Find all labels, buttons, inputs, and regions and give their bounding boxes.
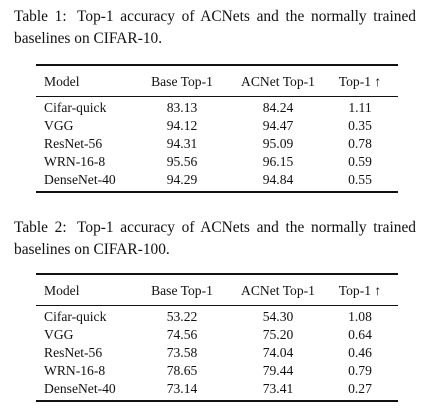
- table-cell-model: Cifar-quick: [44, 100, 107, 115]
- table-1-header-base-top1: Base Top-1: [151, 74, 213, 89]
- table-2-header-base-top1: Base Top-1: [151, 283, 213, 298]
- table-cell-gain: 1.11: [348, 100, 372, 115]
- table-cell-gain: 1.08: [348, 309, 372, 324]
- table-cell-base: 95.56: [166, 154, 198, 169]
- table-cell-gain: 0.59: [348, 154, 372, 169]
- table-cell-gain: 0.46: [348, 345, 372, 360]
- table-cell-model: WRN-16-8: [44, 363, 106, 378]
- table-2-top-rule: [36, 273, 398, 275]
- table-cell-gain: 0.55: [348, 172, 372, 187]
- table-row: ResNet-56 94.31 95.09 0.78: [36, 135, 398, 152]
- table-cell-acnet: 95.09: [262, 136, 294, 151]
- table-cell-acnet: 73.41: [262, 381, 294, 396]
- table-cell-model: ResNet-56: [44, 345, 103, 360]
- table-row: DenseNet-40 94.29 94.84 0.55: [36, 171, 398, 188]
- table-cell-base: 78.65: [166, 363, 198, 378]
- table-2-header-acnet-top1: ACNet Top-1: [241, 283, 315, 298]
- table-cell-acnet: 79.44: [262, 363, 294, 378]
- table-cell-model: DenseNet-40: [44, 381, 116, 396]
- table-cell-base: 94.29: [166, 172, 198, 187]
- table-cell-base: 73.14: [166, 381, 198, 396]
- table-cell-gain: 0.79: [348, 363, 372, 378]
- table-cell-acnet: 54.30: [262, 309, 294, 324]
- table-row: Cifar-quick 83.13 84.24 1.11: [36, 99, 398, 116]
- table-cell-model: WRN-16-8: [44, 154, 106, 169]
- table-cell-acnet: 94.47: [262, 118, 294, 133]
- table-1: Model Base Top-1 ACNet Top-1 Top-1 ↑ Cif…: [36, 64, 398, 193]
- table-cell-base: 53.22: [166, 309, 198, 324]
- table-cell-gain: 0.35: [348, 118, 372, 133]
- table-cell-model: VGG: [44, 118, 74, 133]
- table-cell-acnet: 74.04: [262, 345, 294, 360]
- table-1-caption-text: Top-1 accuracy of ACNets and the normall…: [14, 8, 416, 47]
- table-cell-base: 73.58: [166, 345, 198, 360]
- table-2-caption: Table 2: Top-1 accuracy of ACNets and th…: [14, 217, 416, 261]
- table-1-header-top1-gain: Top-1 ↑: [338, 74, 382, 89]
- table-cell-acnet: 84.24: [262, 100, 294, 115]
- table-cell-gain: 0.64: [348, 327, 372, 342]
- table-cell-base: 74.56: [166, 327, 198, 342]
- table-row: WRN-16-8 95.56 96.15 0.59: [36, 153, 398, 170]
- table-cell-model: Cifar-quick: [44, 309, 107, 324]
- table-cell-acnet: 94.84: [262, 172, 294, 187]
- table-cell-model: DenseNet-40: [44, 172, 116, 187]
- table-2-caption-text: Top-1 accuracy of ACNets and the normall…: [14, 219, 416, 258]
- table-cell-model: VGG: [44, 327, 74, 342]
- table-1-header-acnet-top1: ACNet Top-1: [241, 74, 315, 89]
- table-2-header-top1-gain: Top-1 ↑: [338, 283, 382, 298]
- table-2-header-row: Model Base Top-1 ACNet Top-1 Top-1 ↑: [36, 282, 398, 299]
- table-row: Cifar-quick 53.22 54.30 1.08: [36, 308, 398, 325]
- table-1-caption: Table 1: Top-1 accuracy of ACNets and th…: [14, 6, 416, 50]
- table-1-mid-rule: [36, 96, 398, 97]
- table-row: DenseNet-40 73.14 73.41 0.27: [36, 380, 398, 397]
- table-row: ResNet-56 73.58 74.04 0.46: [36, 344, 398, 361]
- table-2-caption-label: Table 2:: [14, 219, 67, 236]
- table-1-caption-label: Table 1:: [14, 8, 67, 25]
- table-cell-base: 94.12: [166, 118, 198, 133]
- table-1-bottom-rule: [36, 191, 398, 193]
- table-cell-gain: 0.27: [348, 381, 372, 396]
- table-1-header-row: Model Base Top-1 ACNet Top-1 Top-1 ↑: [36, 73, 398, 90]
- table-cell-acnet: 96.15: [262, 154, 294, 169]
- table-cell-gain: 0.78: [348, 136, 372, 151]
- table-1-header-model: Model: [44, 74, 80, 89]
- table-row: WRN-16-8 78.65 79.44 0.79: [36, 362, 398, 379]
- table-2-bottom-rule: [36, 400, 398, 402]
- table-row: VGG 74.56 75.20 0.64: [36, 326, 398, 343]
- table-row: VGG 94.12 94.47 0.35: [36, 117, 398, 134]
- table-cell-model: ResNet-56: [44, 136, 103, 151]
- table-cell-base: 83.13: [166, 100, 198, 115]
- table-2-mid-rule: [36, 305, 398, 306]
- table-cell-base: 94.31: [166, 136, 198, 151]
- table-2-header-model: Model: [44, 283, 80, 298]
- table-cell-acnet: 75.20: [262, 327, 294, 342]
- table-1-top-rule: [36, 64, 398, 66]
- table-2: Model Base Top-1 ACNet Top-1 Top-1 ↑ Cif…: [36, 273, 398, 402]
